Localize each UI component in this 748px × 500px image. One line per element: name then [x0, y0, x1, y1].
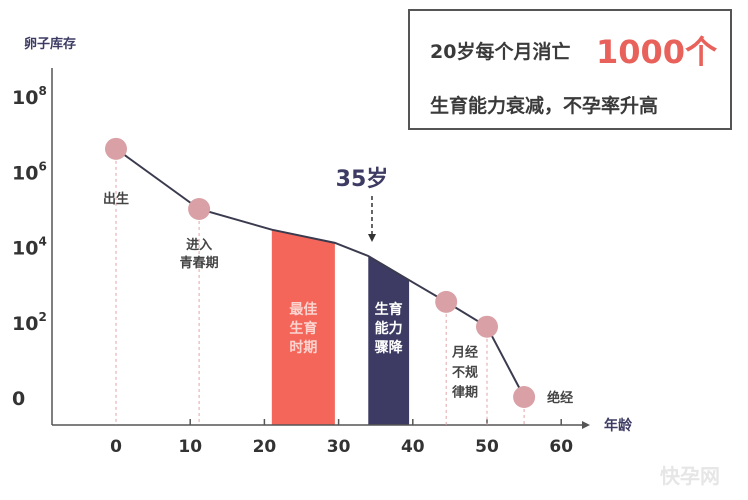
milestone-label: 绝经 [547, 390, 573, 406]
down-arrow-icon [367, 234, 376, 242]
band-1 [368, 256, 410, 425]
milestone-label: 出生 [103, 191, 129, 207]
milestone-marker [435, 290, 458, 313]
milestone-label: 律期 [452, 385, 478, 401]
x-tick-label: 40 [401, 437, 425, 457]
watermark-logo: 快孕网 [660, 464, 720, 488]
x-tick-label: 0 [110, 437, 122, 457]
x-tick-label: 20 [253, 437, 277, 457]
y-tick-label: 104 [12, 235, 47, 260]
milestone-marker [188, 198, 211, 220]
band-label-1: 骤降 [375, 339, 404, 356]
band-label-0: 生育 [289, 320, 317, 337]
x-tick-label: 30 [327, 437, 351, 457]
egg-reserve-line [115, 148, 525, 398]
band-label-1: 生育 [375, 301, 403, 318]
milestone-label: 不规 [452, 366, 478, 381]
x-tick-label: 60 [549, 437, 573, 457]
info-text-monthly-loss: 20岁每个月消亡 [430, 41, 571, 63]
band-label-1: 能力 [375, 320, 403, 337]
y-tick-label: 106 [12, 159, 47, 184]
x-tick-label: 50 [475, 437, 499, 457]
band-label-0: 时期 [289, 339, 317, 356]
y-tick-label: 102 [12, 310, 47, 335]
milestone-label: 青春期 [180, 255, 219, 271]
band-label-0: 最佳 [289, 301, 317, 318]
age-35-annotation: 35岁 [336, 166, 389, 192]
x-axis-label: 年龄 [604, 417, 633, 434]
info-box: 20岁每个月消亡 1000个 生育能力衰减，不孕率升高 [408, 9, 732, 130]
x-tick-label: 10 [178, 437, 202, 457]
milestone-marker [513, 386, 536, 408]
milestone-marker [105, 137, 127, 160]
milestone-marker [476, 315, 498, 338]
milestone-label: 月经 [451, 345, 478, 361]
band-0 [271, 229, 335, 425]
info-highlight-count: 1000个 [596, 33, 718, 71]
y-tick-label: 108 [12, 84, 47, 109]
milestone-label: 进入 [186, 238, 212, 253]
info-text-fertility-decline: 生育能力衰减，不孕率升高 [430, 95, 659, 117]
y-axis-label: 卵子库存 [24, 36, 76, 52]
y-tick-label: 0 [12, 388, 25, 410]
x-axis-arrow-icon [582, 421, 590, 429]
